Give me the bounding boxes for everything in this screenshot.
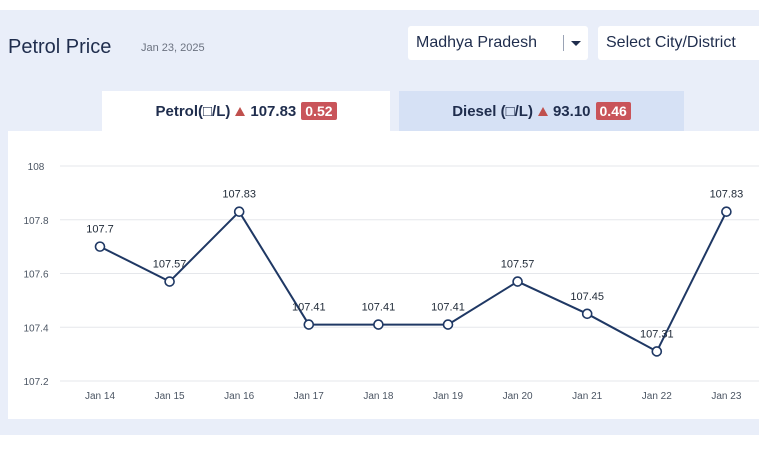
data-point [512,276,523,287]
y-tick-label: 107.4 [23,323,48,334]
y-tick-label: 107.8 [23,216,48,227]
data-point [164,276,175,287]
y-tick-label: 107.6 [23,270,48,281]
y-tick-label: 107.2 [23,377,48,388]
petrol-change-badge: 0.52 [301,102,337,120]
y-tick-label: 108 [28,162,45,173]
data-point [442,319,454,330]
triangle-up-icon [537,106,548,116]
data-label: 107.45 [570,291,604,303]
x-tick-label: Jan 17 [294,391,324,402]
x-tick-label: Jan 18 [363,391,393,402]
tab-petrol-label: Petrol(□/L) [155,102,231,120]
x-tick-label: Jan 21 [572,391,602,402]
diesel-change-badge: 0.46 [595,102,631,120]
data-point [373,319,384,330]
tab-diesel-label: Diesel (□/L) [452,102,533,120]
x-tick-label: Jan 16 [224,391,254,402]
data-point [581,308,593,320]
x-tick-label: Jan 22 [642,391,672,402]
city-select[interactable]: Select City/District [598,26,759,60]
tab-petrol-price: 107.83 [250,102,297,120]
state-select[interactable]: Madhya Pradesh [408,26,588,60]
x-tick-label: Jan 14 [85,391,115,402]
state-select-value: Madhya Pradesh [416,34,537,51]
data-label: 107.57 [153,259,187,271]
price-line-chart: 108 107.8 107.6 107.4 107.2 Jan 14 Jan 15 Jan 1… [23,162,759,402]
data-point [651,346,663,357]
data-label: 107.83 [222,189,256,201]
price-chart-card: 108 107.8 107.6 107.4 107.2 Jan 14 Jan 15 Jan 1… [8,131,759,419]
data-label: 107.7 [86,224,114,236]
x-tick-label: Jan 20 [503,391,533,402]
dropdown-divider [563,35,564,51]
x-tick-label: Jan 23 [711,391,741,402]
x-tick-label: Jan 15 [155,391,185,402]
data-point [721,206,732,217]
triangle-up-icon [235,106,246,116]
tab-diesel[interactable]: Diesel (□/L) 93.10 0.46 [399,91,684,131]
data-label: 107.83 [710,189,744,201]
data-label: 107.41 [362,302,396,314]
tab-petrol[interactable]: Petrol(□/L) 107.83 0.52 [102,91,390,131]
chevron-down-icon[interactable] [571,41,581,46]
data-point [303,319,315,330]
data-point [94,241,106,252]
series-line [99,210,728,353]
tab-diesel-price: 93.10 [552,102,591,120]
x-tick-label: Jan 19 [433,391,463,402]
page-title: Petrol Price [8,36,112,58]
data-label: 107.41 [292,302,326,314]
data-label: 107.31 [640,328,674,340]
city-select-value: Select City/District [606,34,736,51]
data-label: 107.41 [431,302,465,314]
price-date: Jan 23, 2025 [141,42,205,54]
data-label: 107.57 [501,259,535,271]
data-point [233,206,245,217]
